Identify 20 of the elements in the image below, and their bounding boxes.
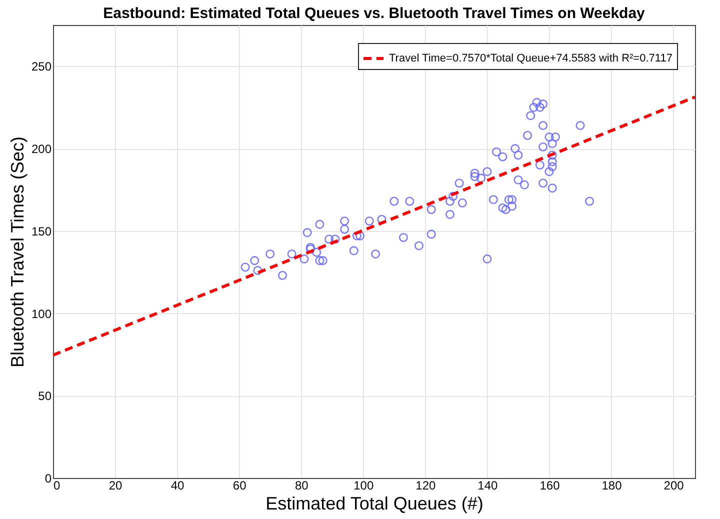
x-axis-title: Estimated Total Queues (#) (266, 494, 484, 514)
y-tick-label: 50 (38, 389, 52, 404)
x-tick-label: 180 (602, 478, 622, 492)
legend-label: Travel Time=0.7570*Total Queue+74.5583 with R²=0.7117 (389, 52, 672, 64)
x-tick-label: 60 (232, 478, 247, 492)
y-tick-label: 150 (31, 224, 52, 238)
x-tick-label: 20 (108, 478, 123, 492)
y-axis-title: Bluetooth Travel Times (Sec) (7, 136, 28, 368)
x-tick-label: 200 (664, 478, 684, 492)
chart-title: Eastbound: Estimated Total Queues vs. Bluetooth Travel Times on Weekday (103, 5, 646, 22)
x-tick-label: 40 (170, 478, 185, 492)
x-tick-label: 0 (54, 478, 60, 492)
x-tick-label: 160 (540, 478, 560, 492)
x-tick-label: 80 (294, 478, 309, 492)
y-tick-label: 100 (31, 306, 52, 321)
x-tick-label: 140 (478, 478, 498, 492)
x-tick-label: 120 (416, 478, 436, 492)
y-tick-label: 250 (31, 60, 52, 74)
y-tick-label: 200 (31, 142, 52, 156)
x-tick-label: 100 (354, 478, 374, 492)
